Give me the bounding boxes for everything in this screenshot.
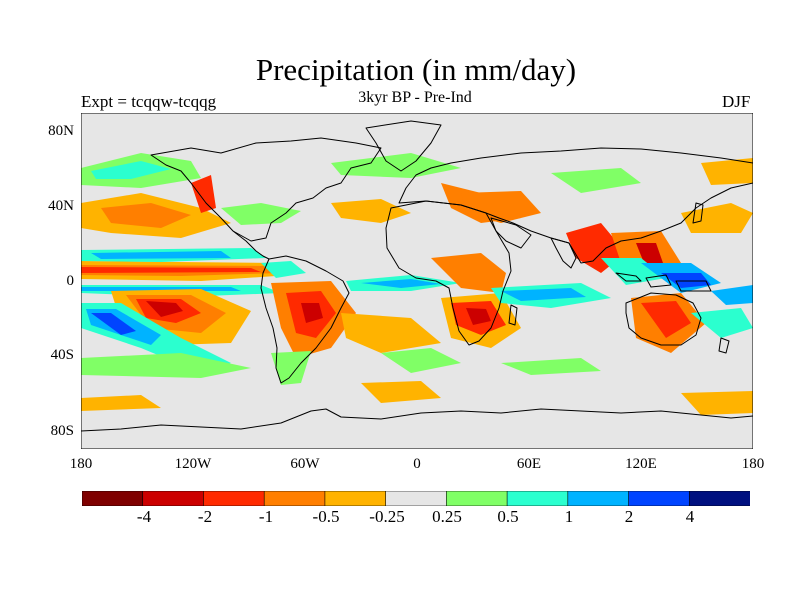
colorbar-swatch bbox=[506, 490, 569, 507]
anomaly-patch bbox=[641, 301, 691, 338]
anomaly-patch bbox=[681, 203, 753, 233]
x-tick-label: 0 bbox=[413, 456, 421, 472]
coastline-greenland bbox=[365, 120, 442, 172]
x-tick-label: 60W bbox=[290, 456, 320, 472]
colorbar-label: -0.25 bbox=[369, 507, 405, 526]
anomaly-patch bbox=[431, 253, 506, 293]
anomaly-patch bbox=[636, 243, 663, 268]
coastlines bbox=[80, 120, 754, 432]
colorbar-label: 1 bbox=[564, 507, 574, 526]
experiment-label: Expt = tcqqw-tcqqg bbox=[81, 92, 217, 111]
anomaly-patch bbox=[601, 258, 666, 285]
anomaly-patch bbox=[361, 279, 441, 288]
coastline-eurasia bbox=[398, 147, 754, 264]
anomaly-patch bbox=[501, 288, 586, 301]
anomaly-patch bbox=[711, 285, 753, 305]
colorbar-label: 0.25 bbox=[432, 507, 462, 526]
anomaly-patch bbox=[261, 261, 306, 278]
anomaly-patch bbox=[91, 251, 231, 259]
coastline-antarctica bbox=[80, 408, 754, 432]
colorbar-label: -0.5 bbox=[312, 507, 340, 526]
anomaly-patch bbox=[191, 175, 216, 213]
colorbar-swatch bbox=[628, 490, 691, 507]
anomaly-patch bbox=[466, 308, 491, 325]
colorbar-label: 2 bbox=[624, 507, 634, 526]
x-tick-label: 120W bbox=[174, 456, 212, 472]
anomaly-patch bbox=[81, 353, 251, 378]
coastline-madagascar bbox=[508, 304, 518, 326]
anomaly-patch bbox=[81, 267, 261, 273]
coastline-south-america bbox=[260, 255, 350, 384]
colorbar-scale bbox=[81, 490, 751, 507]
x-tick-label: 120E bbox=[625, 456, 657, 472]
colorbar-swatch bbox=[81, 490, 144, 507]
coastline-north-america bbox=[150, 137, 382, 242]
anomaly-patch bbox=[301, 303, 323, 323]
y-tick-label: 0 bbox=[66, 273, 75, 289]
season-label: DJF bbox=[722, 92, 751, 111]
anomaly-patch bbox=[221, 203, 301, 225]
y-tick-label: 40N bbox=[48, 198, 74, 214]
colorbar-label: 0.5 bbox=[497, 507, 519, 526]
coastline-india bbox=[550, 237, 577, 269]
coastline-japan bbox=[692, 202, 704, 224]
anomaly-patch bbox=[101, 203, 191, 228]
x-tick-label: 180 bbox=[741, 456, 765, 472]
colorbar bbox=[81, 490, 751, 507]
coastline-new-zealand bbox=[718, 337, 730, 354]
anomaly-patch bbox=[381, 348, 461, 373]
anomaly-patch bbox=[501, 358, 601, 375]
anomaly-patch bbox=[81, 395, 161, 411]
anomaly-layer bbox=[81, 153, 753, 415]
anomaly-patch bbox=[146, 301, 183, 317]
colorbar-swatch bbox=[142, 490, 205, 507]
colorbar-label: 4 bbox=[685, 507, 695, 526]
anomaly-patch bbox=[551, 168, 641, 193]
y-tick-label: 80S bbox=[50, 423, 74, 439]
colorbar-label: -1 bbox=[258, 507, 274, 526]
coastline-australia bbox=[625, 292, 702, 346]
chart-title: Precipitation (in mm/day) bbox=[255, 52, 577, 87]
colorbar-label: -2 bbox=[197, 507, 213, 526]
anomaly-patch bbox=[681, 391, 753, 415]
anomaly-patch bbox=[341, 313, 441, 353]
colorbar-swatch bbox=[446, 490, 508, 507]
anomaly-patch bbox=[271, 351, 311, 385]
anomaly-patch bbox=[701, 158, 753, 185]
coastline-indonesia bbox=[615, 272, 712, 292]
colorbar-swatch bbox=[263, 490, 326, 507]
anomaly-patch bbox=[91, 313, 136, 335]
colorbar-swatch bbox=[324, 490, 387, 507]
anomaly-patch bbox=[331, 153, 461, 178]
coastline-arabia bbox=[490, 217, 532, 249]
y-tick-label: 80N bbox=[48, 123, 74, 139]
anomaly-patch bbox=[91, 161, 171, 179]
map-panel bbox=[80, 112, 754, 450]
y-tick-label: 40S bbox=[50, 347, 74, 363]
colorbar-swatch bbox=[385, 490, 448, 507]
colorbar-label: -4 bbox=[136, 507, 152, 526]
coastline-central-america bbox=[232, 230, 270, 260]
colorbar-swatch bbox=[688, 490, 751, 507]
anomaly-patch bbox=[691, 308, 753, 338]
colorbar-swatch bbox=[203, 490, 265, 507]
x-tick-label: 60E bbox=[516, 456, 542, 472]
coastline-africa bbox=[385, 200, 512, 346]
x-tick-label: 180 bbox=[69, 456, 93, 472]
anomaly-patch bbox=[461, 191, 541, 223]
colorbar-swatch bbox=[567, 490, 630, 507]
anomaly-patch bbox=[361, 381, 441, 403]
anomaly-patch bbox=[331, 199, 411, 223]
precipitation-map bbox=[80, 112, 754, 450]
chart-subtitle: 3kyr BP - Pre-Ind bbox=[358, 89, 472, 106]
